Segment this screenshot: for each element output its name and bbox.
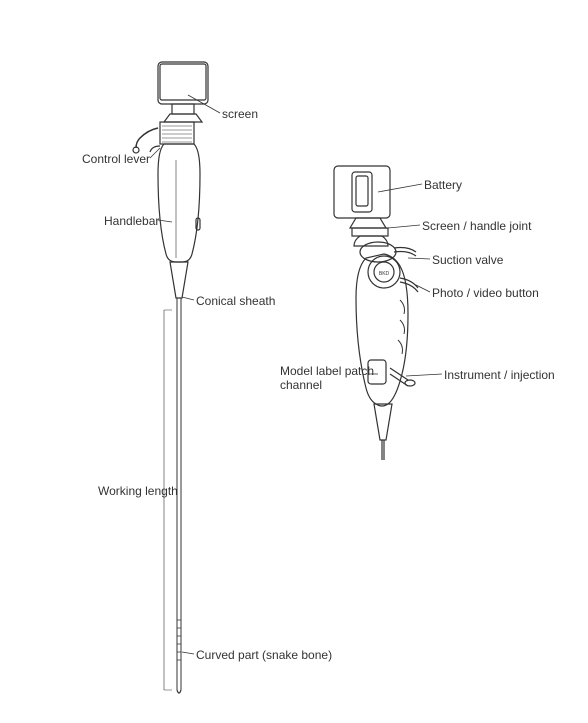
- leader-lines: [0, 0, 588, 723]
